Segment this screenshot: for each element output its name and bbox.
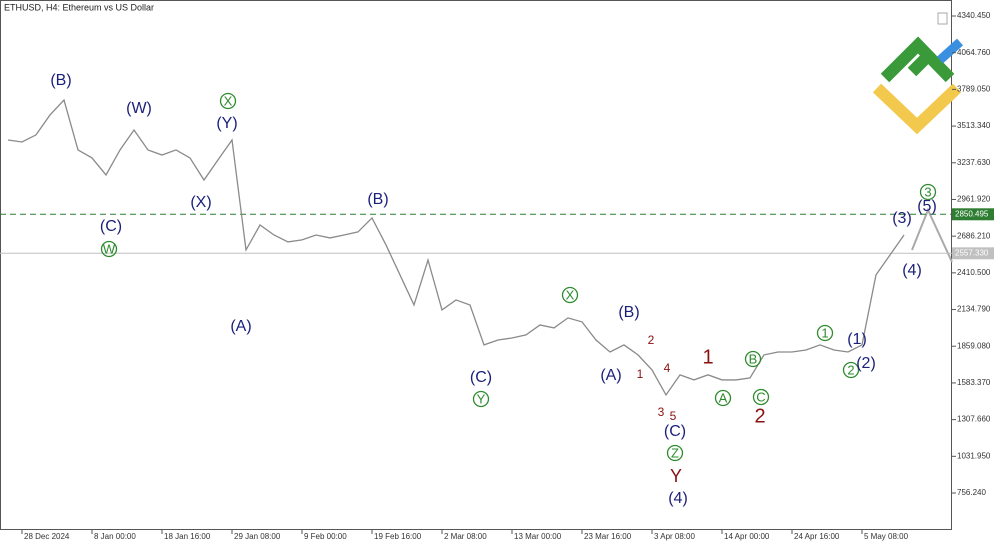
wave-label: (X): [190, 194, 211, 211]
x-tick-label: 3 Apr 08:00: [654, 532, 695, 541]
x-tick-label: 18 Jan 16:00: [164, 532, 211, 541]
x-tick-label: 29 Jan 08:00: [234, 532, 281, 541]
wave-label: (1): [847, 331, 867, 348]
y-tick-label: 1859.080: [957, 341, 991, 350]
wave-label: C: [756, 389, 765, 404]
wave-label: Y: [477, 391, 486, 406]
x-tick-label: 2 Mar 08:00: [444, 532, 487, 541]
logo: [872, 36, 964, 135]
plot-border: [0, 0, 952, 530]
wave-circle: [752, 388, 770, 406]
wave-circle: [842, 361, 860, 379]
wave-label: 1: [637, 367, 644, 381]
wave-circle: [666, 444, 684, 462]
wave-label: W: [103, 241, 116, 256]
y-tick-label: 2961.920: [957, 195, 991, 204]
wave-label: (W): [126, 100, 152, 117]
x-tick-label: 24 Apr 16:00: [794, 532, 840, 541]
x-tick-label: 5 May 08:00: [864, 532, 909, 541]
y-tick-label: 3513.340: [957, 121, 991, 130]
y-tick-label: 2410.500: [957, 268, 991, 277]
x-tick-label: 14 Apr 00:00: [724, 532, 770, 541]
y-tick-label: 756.240: [957, 488, 986, 497]
y-tick-label: 2686.210: [957, 231, 991, 240]
wave-label: (C): [100, 218, 122, 235]
wave-label: (2): [856, 355, 876, 372]
scroll-icon: [937, 12, 948, 25]
price-tag: [952, 208, 994, 221]
wave-circle: [219, 92, 237, 110]
y-tick-label: 3789.050: [957, 84, 991, 93]
wave-label: 3: [658, 405, 665, 419]
x-tick-label: 9 Feb 00:00: [304, 532, 347, 541]
wave-label: 1: [702, 346, 713, 368]
wave-label: 4: [664, 361, 671, 375]
wave-label: (4): [902, 262, 922, 279]
wave-circle: [816, 324, 834, 342]
wave-label: (B): [618, 304, 639, 321]
wave-label: (Y): [216, 115, 237, 132]
price-tag-label: 2557.330: [955, 248, 989, 257]
wave-label: X: [224, 93, 233, 108]
y-tick-label: 1307.660: [957, 415, 991, 424]
y-tick-label: 1583.370: [957, 378, 991, 387]
wave-label: 2: [754, 405, 765, 427]
chart-title: ETHUSD, H4: Ethereum vs US Dollar: [4, 2, 154, 12]
wave-label: (B): [50, 72, 71, 89]
x-tick-label: 8 Jan 00:00: [94, 532, 136, 541]
wave-circle: [561, 286, 579, 304]
projection: [911, 207, 953, 263]
wave-label: (C): [470, 369, 492, 386]
price-tag-label: 2850.495: [955, 209, 989, 218]
y-tick-label: 2134.790: [957, 305, 991, 314]
y-tick-label: 1031.950: [957, 451, 991, 460]
x-tick-label: 28 Dec 2024: [24, 532, 70, 541]
wave-label: 2: [648, 333, 655, 347]
x-tick-label: 23 Mar 16:00: [584, 532, 632, 541]
wave-label: (A): [600, 367, 621, 384]
wave-circle: [744, 350, 762, 368]
x-tick-label: 19 Feb 16:00: [374, 532, 422, 541]
wave-label: Y: [670, 466, 682, 486]
wave-label: X: [566, 287, 575, 302]
wave-circle: [714, 389, 732, 407]
y-tick-label: 4064.760: [957, 48, 991, 57]
wave-label: (4): [668, 490, 688, 507]
wave-label: B: [749, 351, 758, 366]
wave-label: (3): [892, 210, 912, 227]
wave-label: (5): [917, 198, 937, 215]
wave-label: 5: [670, 409, 677, 423]
wave-label: (B): [367, 191, 388, 208]
x-tick-label: 13 Mar 00:00: [514, 532, 562, 541]
price-line: [7, 98, 905, 397]
wave-circle: [919, 183, 937, 201]
wave-label: (C): [664, 423, 686, 440]
wave-label: A: [719, 390, 728, 405]
y-tick-label: 4340.450: [957, 11, 991, 20]
y-tick-label: 3237.630: [957, 158, 991, 167]
wave-label: (A): [230, 318, 251, 335]
wave-circle: [472, 390, 490, 408]
wave-circle: [100, 240, 118, 258]
wave-label: 3: [924, 184, 931, 199]
price-tag: [952, 247, 994, 260]
wave-label: Z: [671, 445, 679, 460]
wave-label: 1: [821, 325, 828, 340]
wave-label: 2: [847, 362, 854, 377]
